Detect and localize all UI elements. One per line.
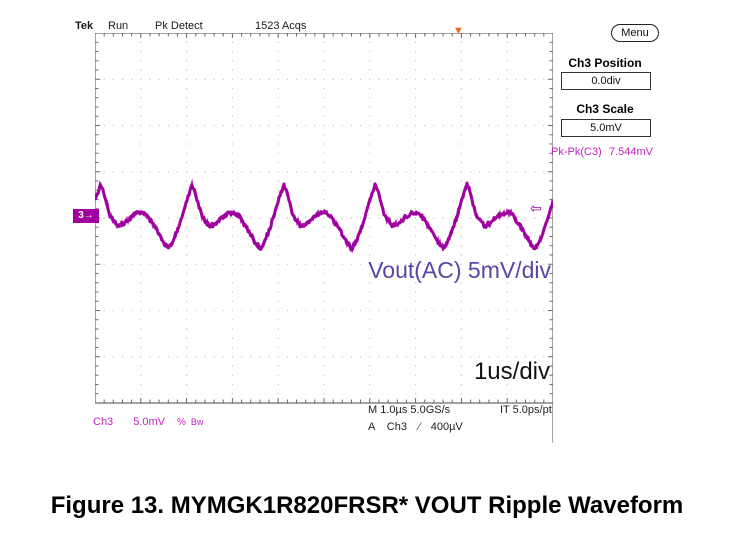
bandwidth-limit-label: Bw bbox=[190, 417, 204, 427]
annotation-vout-scale: Vout(AC) 5mV/div bbox=[368, 257, 551, 283]
waveform-plot bbox=[95, 33, 553, 445]
ch3-readout-label: Ch3 bbox=[93, 416, 114, 428]
ch3-position-label: Ch3 Position bbox=[568, 56, 642, 70]
ch3-readout-scale: 5.0mV bbox=[133, 416, 165, 428]
trigger-level: 400µV bbox=[430, 421, 463, 433]
menu-button[interactable]: Menu bbox=[611, 24, 659, 42]
pkpk-label: Pk-Pk(C3) bbox=[551, 146, 602, 158]
frame-ticks bbox=[95, 33, 553, 404]
channel3-readout: Ch3 5.0mV% Bw bbox=[93, 416, 203, 428]
tek-logo: Tek bbox=[75, 20, 94, 32]
trigger-position-icon[interactable]: ▼ bbox=[453, 25, 464, 37]
ch3-waveform-fuzz bbox=[95, 178, 553, 254]
ch3-waveform-trace bbox=[95, 181, 553, 252]
figure-caption: Figure 13. MYMGK1R820FRSR* VOUT Ripple W… bbox=[50, 492, 684, 519]
pkpk-measurement: Pk-Pk(C3) 7.544mV bbox=[551, 146, 653, 158]
acquisition-count: 1523 Acqs bbox=[255, 20, 307, 32]
trigger-readout: A Ch3 ∕ 400µV bbox=[368, 417, 463, 435]
trigger-slope-icon: ∕ bbox=[418, 421, 421, 433]
trigger-level-arrow-icon[interactable]: ⇦ bbox=[530, 200, 542, 216]
ch3-scale-label: Ch3 Scale bbox=[576, 102, 634, 116]
sampling-readout: IT 5.0ps/pt bbox=[500, 404, 552, 416]
ch3-scale-value[interactable]: 5.0mV bbox=[561, 119, 651, 137]
coupling-icon: % bbox=[176, 417, 186, 428]
acquisition-mode: Pk Detect bbox=[155, 20, 203, 32]
timebase-readout: M 1.0µs 5.0GS/s bbox=[368, 404, 451, 416]
grid-dots bbox=[95, 33, 553, 404]
pkpk-value: 7.544mV bbox=[608, 146, 653, 158]
trigger-prefix: A bbox=[368, 421, 376, 433]
annotation-timebase: 1us/div bbox=[473, 358, 550, 385]
graticule-svg bbox=[95, 33, 553, 443]
acquisition-state: Run bbox=[108, 20, 129, 32]
channel3-ground-marker[interactable]: 3→ bbox=[73, 209, 99, 223]
ch3-position-value[interactable]: 0.0div bbox=[561, 72, 651, 90]
trigger-source: Ch3 bbox=[386, 421, 407, 433]
